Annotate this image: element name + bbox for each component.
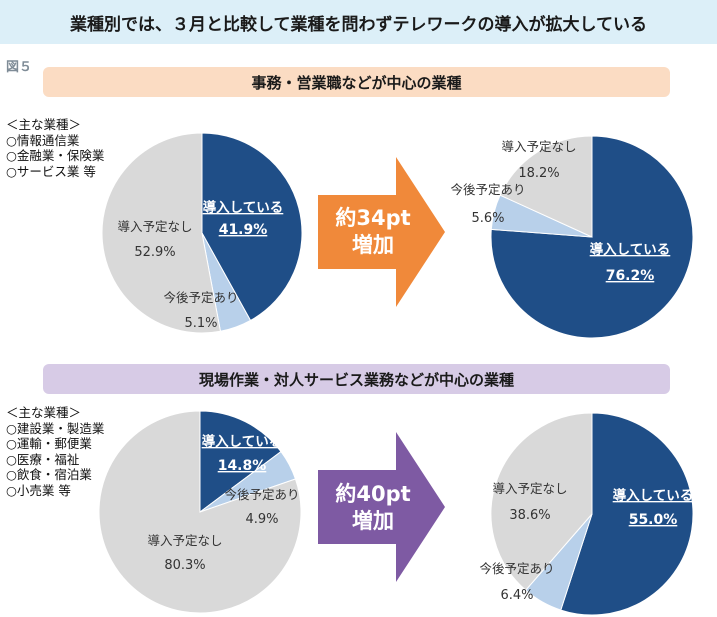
- industry-list-field: ＜主な業種＞ ○建設業・製造業 ○運輸・郵便業 ○医療・福祉 ○飲食・宿泊業 ○…: [6, 405, 104, 498]
- slice-category-label: 導入している: [202, 433, 283, 450]
- industry-list-office: ＜主な業種＞ ○情報通信業 ○金融業・保険業 ○サービス業 等: [6, 117, 104, 179]
- industry-list-item: ○小売業 等: [6, 482, 71, 498]
- industry-list-item: ○運輸・郵便業: [6, 436, 92, 451]
- slice-value-label: 4.9%: [245, 512, 278, 527]
- slice-value-label: 5.6%: [471, 211, 504, 226]
- slice-value-label: 18.2%: [518, 166, 559, 181]
- arrow-shape: [318, 157, 445, 307]
- pie-slice-introduced: [199, 410, 282, 513]
- slice-category-label: 導入している: [590, 241, 671, 258]
- page-title: 業種別では、３月と比較して業種を問わずテレワークの導入が拡大している: [0, 0, 717, 44]
- slice-value-label: 6.4%: [500, 588, 533, 603]
- pie-chart-field-after: 導入している 55.0% 今後予定あり 6.4% 導入予定なし 38.6%: [479, 412, 694, 616]
- industry-list-item: ○建設業・製造業: [6, 420, 105, 436]
- increase-arrow-field: [318, 432, 445, 582]
- slice-category-label: 導入予定なし: [117, 219, 192, 234]
- pie-slice-not-planned: [101, 132, 222, 334]
- slice-value-label: 38.6%: [509, 508, 550, 523]
- arrow-shape: [318, 432, 445, 582]
- industry-list-item: ○情報通信業: [6, 132, 80, 148]
- slice-value-label: 41.9%: [219, 222, 268, 238]
- slice-category-label: 今後予定あり: [224, 487, 299, 502]
- slice-value-label: 52.9%: [134, 245, 175, 260]
- industry-list-item: ○金融業・保険業: [6, 148, 105, 163]
- industry-list-heading: ＜主な業種＞: [6, 117, 82, 132]
- industry-list-item: ○医療・福祉: [6, 451, 80, 467]
- slice-value-label: 76.2%: [606, 268, 655, 284]
- increase-label-office: 約34pt 増加: [318, 205, 428, 259]
- pie-chart-field-before: 導入している 14.8% 今後予定あり 4.9% 導入予定なし 80.3%: [98, 410, 302, 614]
- pie-slice-not-planned: [499, 135, 593, 238]
- slice-category-label: 導入予定なし: [147, 533, 222, 548]
- pie-slice-introduced: [201, 132, 303, 322]
- slice-category-label: 導入予定なし: [492, 481, 567, 496]
- pie-chart-office-after: 導入している 76.2% 今後予定あり 5.6% 導入予定なし 18.2%: [450, 135, 694, 339]
- slice-category-label: 導入予定なし: [501, 139, 576, 154]
- slice-category-label: 導入している: [203, 199, 284, 216]
- slice-category-label: 今後予定あり: [163, 290, 238, 305]
- increase-word: 増加: [352, 233, 394, 257]
- slice-category-label: 今後予定あり: [450, 182, 525, 197]
- slice-value-label: 55.0%: [629, 512, 678, 528]
- pie-chart-office-before: 導入している 41.9% 今後予定あり 5.1% 導入予定なし 52.9%: [101, 132, 303, 334]
- section-header-office: 事務・営業職などが中心の業種: [43, 67, 670, 97]
- pie-slice-not-planned: [490, 412, 593, 591]
- slice-category-label: 導入している: [613, 487, 694, 504]
- pie-slice-introduced: [560, 412, 694, 616]
- pie-slice-not-planned: [98, 410, 302, 614]
- industry-list-item: ○飲食・宿泊業: [6, 467, 92, 482]
- slice-value-label: 5.1%: [184, 316, 217, 331]
- increase-arrow-office: [318, 157, 445, 307]
- increase-label-field: 約40pt 増加: [318, 481, 428, 535]
- industry-list-heading: ＜主な業種＞: [6, 405, 82, 420]
- increase-amount: 約40pt: [335, 482, 411, 506]
- slice-value-label: 80.3%: [164, 558, 205, 573]
- figure-label: 図５: [6, 60, 33, 75]
- slice-value-label: 14.8%: [218, 458, 267, 474]
- industry-list-item: ○サービス業 等: [6, 163, 96, 179]
- increase-amount: 約34pt: [335, 206, 411, 230]
- slice-category-label: 今後予定あり: [479, 561, 554, 576]
- increase-word: 増加: [352, 509, 394, 533]
- section-header-field: 現場作業・対人サービス業務などが中心の業種: [43, 364, 670, 394]
